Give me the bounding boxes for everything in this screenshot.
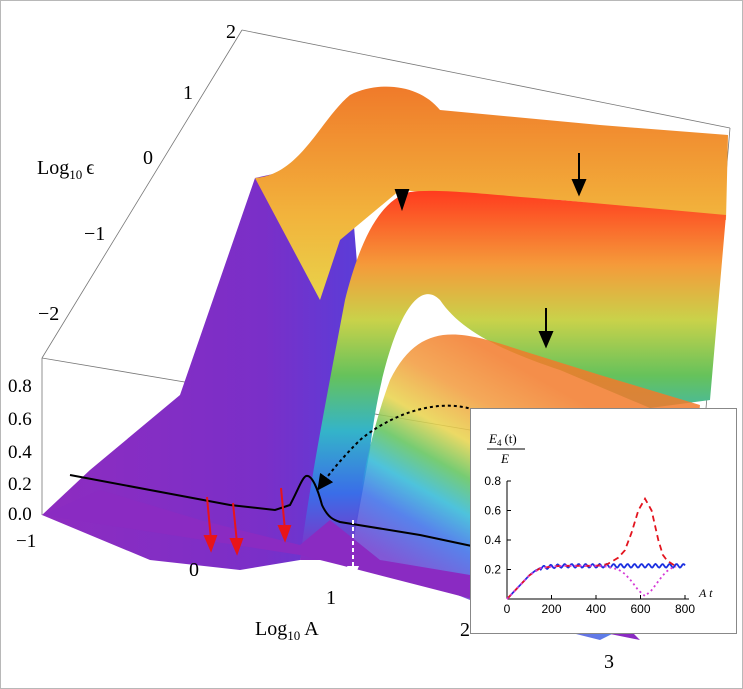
pointer-dotted-curve — [317, 404, 481, 491]
surface-main-sweep — [300, 190, 726, 560]
inset-axes: 0 200 400 600 800 0.2 0.4 0.6 0.8 — [484, 474, 695, 616]
y-tick: 2 — [226, 21, 236, 43]
ylabel-den: E — [500, 451, 509, 466]
red-arrow — [280, 487, 286, 531]
z-tick: 0.8 — [8, 376, 32, 397]
y-label-sub: 10 — [69, 167, 82, 182]
inset-y-tick-label: 0.8 — [484, 474, 501, 488]
inset-y-tick-label: 0.4 — [484, 533, 501, 547]
inset-x-tick-label: 400 — [586, 602, 606, 616]
inset-x-tick-label: 0 — [504, 602, 511, 616]
surface-left-plateau — [42, 115, 360, 570]
x-tick: 3 — [604, 651, 614, 673]
inset-lines — [506, 496, 686, 600]
z-tick: 0.4 — [8, 442, 32, 463]
red-arrows — [203, 487, 292, 556]
y-axis-label: Log10 ϵ — [37, 157, 94, 182]
surface-back-ridge — [255, 86, 728, 300]
z-tick: 0.6 — [8, 409, 32, 430]
x-label-sub: 10 — [287, 628, 300, 643]
black-arrow-head — [571, 179, 587, 197]
black-arrow-head — [538, 331, 554, 349]
svg-text:E4(t): E4 (t) — [488, 431, 517, 448]
x-axis-label: Log10 A — [255, 618, 319, 643]
inset-y-tick-label: 0.6 — [484, 504, 501, 518]
red-arrow-head — [203, 535, 218, 553]
front-slice-curve — [69, 474, 501, 553]
y-tick: 1 — [183, 82, 193, 104]
red-arrow — [206, 496, 212, 541]
x-tick: 1 — [326, 587, 336, 609]
y-tick: −2 — [38, 303, 59, 325]
ylabel-num: E — [488, 431, 497, 446]
x-label-var: A — [304, 618, 319, 640]
red-arrow — [232, 502, 238, 544]
inset-x-tick-label: 600 — [630, 602, 650, 616]
inset-y-tick-label: 0.2 — [484, 563, 501, 577]
y-label-log: Log — [37, 157, 69, 179]
inset-x-tick-label: 200 — [541, 602, 561, 616]
y-tick: −1 — [84, 223, 105, 245]
z-tick: 0.0 — [8, 504, 32, 525]
x-tick: 2 — [460, 619, 470, 641]
white-dashed-arrow — [347, 520, 359, 580]
box-edge — [241, 29, 731, 129]
z-tick: −1 — [16, 531, 36, 552]
inset-ylabel: E4 (t) E — [487, 431, 525, 466]
red-arrow-head — [277, 525, 292, 543]
red-arrow-head — [229, 538, 244, 556]
x-label-log: Log — [255, 618, 287, 640]
y-label-var: ϵ — [86, 157, 94, 179]
box-edge — [41, 29, 243, 359]
inset-x-tick-label: 800 — [675, 602, 695, 616]
y-tick: 0 — [143, 147, 153, 169]
inset-series-solid-oscillating — [506, 562, 686, 600]
x-tick: 0 — [189, 559, 199, 581]
inset-chart: E4 (t) E 0 200 400 600 800 0.2 0.4 0.6 0.8 A t — [470, 408, 737, 634]
z-tick: 0.2 — [8, 474, 32, 495]
black-arrow-head — [394, 189, 410, 212]
black-arrows — [394, 153, 587, 349]
ylabel-num-sub: 4 — [497, 438, 502, 448]
inset-series-dotted — [506, 564, 677, 600]
ylabel-num-arg: (t) — [504, 431, 516, 446]
inset-xlabel: A t — [698, 586, 713, 600]
inset-series-dashed — [506, 496, 677, 600]
